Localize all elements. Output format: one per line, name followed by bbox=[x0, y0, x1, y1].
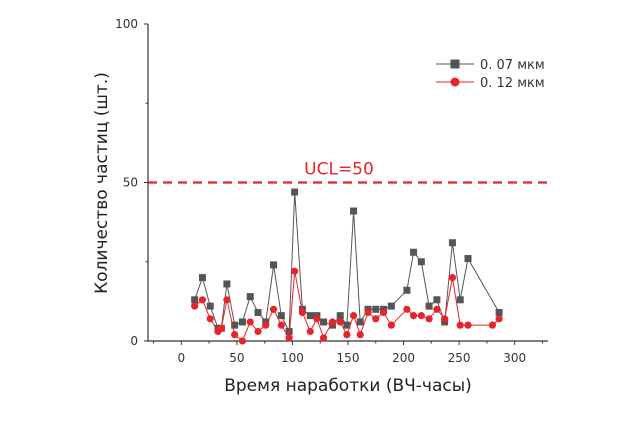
data-point bbox=[306, 312, 314, 320]
data-point bbox=[291, 267, 299, 275]
legend-label-series-1: 0. 07 мкм bbox=[480, 58, 545, 73]
data-point bbox=[343, 321, 351, 329]
legend: 0. 07 мкм 0. 12 мкм bbox=[436, 58, 545, 91]
data-point bbox=[349, 312, 358, 320]
series-layer bbox=[191, 188, 503, 345]
data-point bbox=[306, 327, 314, 336]
data-point bbox=[285, 327, 293, 335]
data-point bbox=[336, 318, 344, 326]
data-point bbox=[448, 239, 456, 247]
data-point bbox=[217, 324, 225, 332]
data-point bbox=[319, 334, 328, 342]
data-point bbox=[387, 302, 395, 310]
series-line bbox=[194, 191, 500, 332]
legend-marker-series-1 bbox=[450, 59, 460, 69]
data-point bbox=[320, 318, 328, 326]
x-tick-label: 0 bbox=[178, 351, 186, 365]
y-axis-title: Количество частиц (шт.) bbox=[92, 72, 112, 294]
x-tick-label: 100 bbox=[281, 351, 304, 365]
data-point bbox=[254, 327, 262, 336]
data-point bbox=[456, 296, 464, 304]
data-point bbox=[448, 274, 457, 282]
data-point bbox=[356, 331, 364, 339]
data-point bbox=[328, 318, 337, 326]
data-point bbox=[246, 293, 254, 301]
data-point bbox=[336, 312, 344, 320]
data-point bbox=[254, 308, 262, 316]
data-point bbox=[464, 255, 472, 263]
y-tick-label: 0 bbox=[130, 334, 138, 348]
data-point bbox=[456, 321, 464, 329]
data-point bbox=[198, 274, 206, 282]
data-point bbox=[379, 308, 388, 317]
data-point bbox=[387, 321, 395, 329]
data-point bbox=[206, 315, 214, 323]
x-tick-label: 250 bbox=[448, 351, 471, 365]
x-tick-label: 150 bbox=[337, 351, 360, 365]
data-point bbox=[313, 315, 321, 323]
data-point bbox=[433, 296, 441, 304]
data-point bbox=[277, 312, 285, 320]
data-point bbox=[372, 305, 380, 313]
data-point bbox=[417, 258, 425, 266]
data-point bbox=[198, 296, 207, 304]
y-tick-label: 100 bbox=[115, 17, 138, 31]
data-point bbox=[223, 280, 231, 288]
data-point bbox=[410, 248, 418, 256]
data-point bbox=[223, 296, 231, 304]
data-point bbox=[277, 321, 285, 329]
data-point bbox=[238, 318, 246, 326]
data-point bbox=[291, 188, 299, 196]
series-2 bbox=[191, 267, 503, 345]
x-tick-label: 50 bbox=[229, 351, 244, 365]
data-point bbox=[495, 308, 503, 316]
data-point bbox=[364, 308, 372, 317]
series-1 bbox=[191, 188, 503, 335]
data-point bbox=[270, 261, 278, 269]
ucl-group: UCL=50 bbox=[148, 160, 548, 184]
data-point bbox=[372, 315, 380, 323]
data-point bbox=[191, 302, 199, 310]
legend-label-series-2: 0. 12 мкм bbox=[480, 76, 545, 91]
y-tick-label: 50 bbox=[123, 176, 138, 190]
data-point bbox=[433, 305, 441, 313]
data-point bbox=[231, 321, 239, 329]
data-point bbox=[403, 305, 411, 313]
data-point bbox=[464, 321, 472, 329]
data-point bbox=[231, 331, 239, 339]
data-point bbox=[246, 318, 254, 326]
data-point bbox=[206, 302, 214, 310]
x-ticks: 0 50 100 150 200 250 300 bbox=[153, 341, 543, 365]
data-point bbox=[409, 312, 418, 320]
x-axis-title: Время наработки (ВЧ-часы) bbox=[224, 376, 472, 396]
series-line bbox=[194, 271, 500, 342]
data-point bbox=[285, 334, 293, 342]
data-point bbox=[356, 318, 364, 326]
x-tick-label: 300 bbox=[503, 351, 526, 365]
data-point bbox=[298, 308, 307, 317]
data-point bbox=[495, 315, 503, 323]
data-point bbox=[262, 321, 270, 329]
data-point bbox=[417, 312, 425, 320]
legend-marker-series-2 bbox=[450, 77, 460, 87]
y-ticks: 0 50 100 bbox=[115, 17, 148, 348]
data-point bbox=[238, 337, 247, 345]
data-point bbox=[343, 331, 351, 339]
data-point bbox=[441, 315, 449, 323]
data-point bbox=[191, 296, 199, 304]
data-point bbox=[403, 286, 411, 294]
data-point bbox=[425, 302, 433, 310]
data-point bbox=[350, 207, 358, 215]
data-point bbox=[269, 305, 278, 313]
data-point bbox=[488, 321, 497, 329]
ucl-label: UCL=50 bbox=[304, 160, 374, 180]
data-point bbox=[425, 315, 433, 323]
x-tick-label: 200 bbox=[392, 351, 415, 365]
